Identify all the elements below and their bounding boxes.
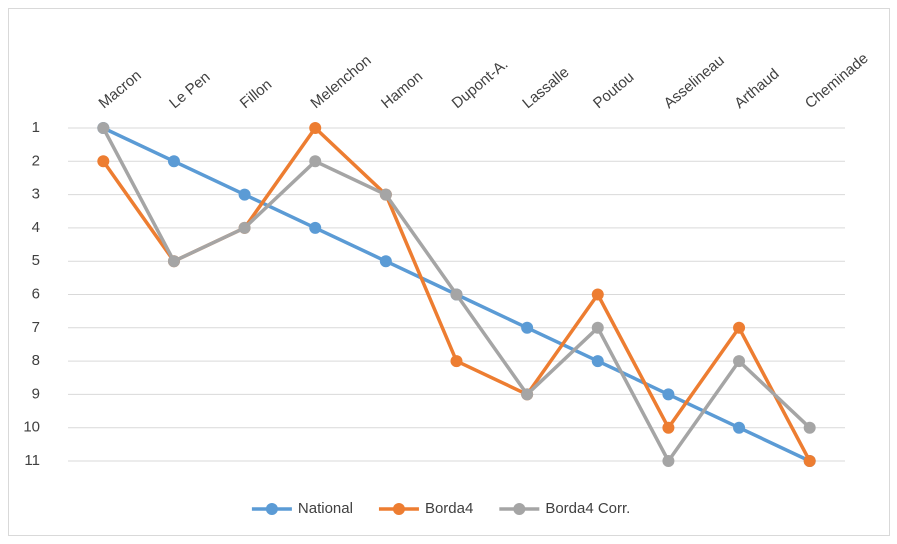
point — [521, 388, 534, 401]
point — [238, 221, 251, 234]
point — [733, 355, 746, 368]
legend-label: National — [298, 500, 353, 517]
point — [733, 421, 746, 434]
y-tick-label: 3 — [32, 186, 40, 203]
point — [167, 255, 180, 268]
y-tick-label: 8 — [32, 352, 40, 369]
point — [733, 321, 746, 334]
y-tick-label: 2 — [32, 152, 40, 169]
point — [662, 388, 675, 401]
legend-marker — [392, 503, 405, 515]
point — [803, 455, 816, 467]
point — [238, 188, 251, 201]
legend-marker — [513, 503, 526, 515]
point — [97, 155, 110, 168]
point — [521, 321, 534, 334]
y-tick-label: 9 — [32, 385, 40, 402]
legend-marker — [265, 503, 278, 515]
point — [379, 255, 392, 268]
point — [591, 321, 604, 334]
y-tick-label: 11 — [24, 452, 40, 469]
point — [309, 155, 322, 168]
y-tick-label: 6 — [32, 285, 40, 302]
point — [450, 288, 463, 301]
point — [803, 421, 816, 434]
point — [167, 155, 180, 168]
point — [662, 421, 675, 434]
legend-label: Borda4 Corr. — [545, 500, 630, 517]
point — [450, 355, 463, 368]
point — [97, 122, 110, 134]
point — [591, 288, 604, 301]
chart-border — [8, 8, 890, 536]
point — [309, 221, 322, 234]
point — [662, 455, 675, 467]
legend-label: Borda4 — [425, 500, 473, 517]
point — [379, 188, 392, 201]
y-tick-label: 4 — [32, 219, 40, 236]
point — [591, 355, 604, 368]
y-tick-label: 10 — [23, 419, 40, 436]
point — [309, 122, 322, 134]
y-tick-label: 7 — [32, 319, 40, 336]
y-tick-label: 1 — [32, 119, 40, 136]
y-tick-label: 5 — [32, 252, 40, 269]
